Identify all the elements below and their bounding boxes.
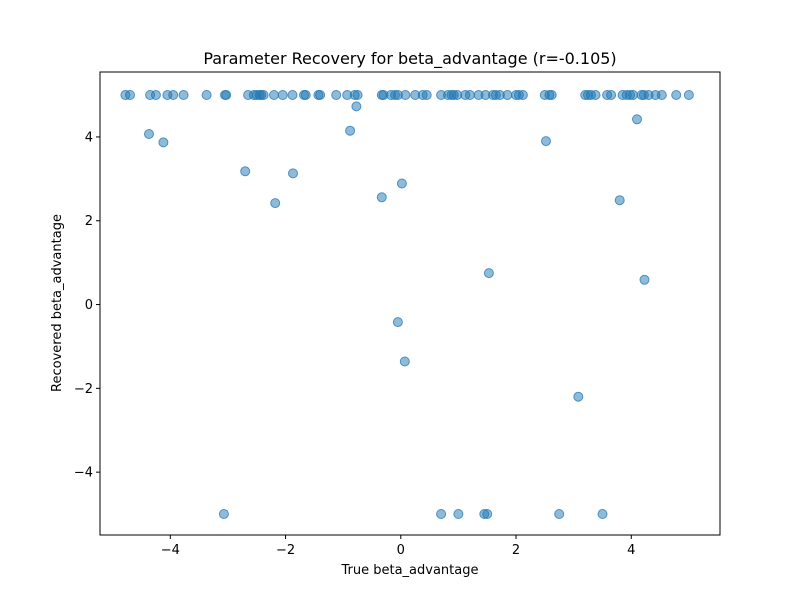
data-point [287,90,298,100]
data-point [421,90,432,100]
y-axis-ticks: −4 −2 0 2 4 [74,130,100,481]
data-point [150,90,161,100]
data-point [392,317,403,328]
data-point [168,90,179,100]
data-point [315,90,326,100]
data-point [269,90,279,100]
data-point [258,90,269,100]
chart-title: Parameter Recovery for beta_advantage (r… [203,49,616,69]
data-point [541,136,551,147]
data-point [632,114,642,125]
data-point [614,195,625,206]
data-point [436,509,447,519]
data-point [270,198,281,209]
data-point [573,391,584,402]
data-point [178,90,189,100]
data-point [351,101,362,112]
data-point [482,509,493,519]
data-point [639,274,650,285]
data-point [502,90,513,100]
x-tick-label: −4 [161,543,180,558]
plot-frame [99,71,721,536]
data-point [376,192,387,203]
data-point [554,509,565,519]
data-point [240,166,251,177]
data-point [277,90,288,100]
data-point [464,90,475,100]
data-point [288,168,298,179]
data-point [396,178,407,189]
y-tick-label: −2 [74,382,93,397]
y-tick-label: −4 [74,466,93,481]
data-point [201,90,212,100]
data-point [345,125,356,136]
data-points [120,90,694,519]
data-point [590,90,601,100]
x-tick-label: −2 [276,543,295,558]
data-point [331,90,342,100]
y-tick-label: 0 [85,298,93,313]
data-point [144,129,154,139]
x-axis-label: True beta_advantage [341,563,479,578]
data-point [453,509,464,519]
data-point [218,509,229,519]
data-point [656,90,667,100]
y-axis-label: Recovered beta_advantage [50,214,65,392]
data-point [546,90,557,100]
x-tick-label: 0 [397,543,405,558]
x-tick-label: 4 [627,543,635,558]
data-point [683,90,694,100]
data-point [517,90,528,100]
data-point [125,90,135,100]
data-point [399,356,410,367]
y-tick-label: 4 [85,130,93,145]
data-point [352,90,363,100]
data-point [158,137,169,148]
x-axis-ticks: −4 −2 0 2 4 [161,535,635,558]
data-point [606,90,617,100]
x-tick-label: 2 [512,543,520,558]
y-tick-label: 2 [85,214,93,229]
data-point [483,268,494,279]
data-point [628,90,638,100]
data-point [597,509,608,519]
data-point [300,90,311,100]
data-point [221,90,232,100]
data-point [400,90,411,100]
data-point [671,90,682,100]
